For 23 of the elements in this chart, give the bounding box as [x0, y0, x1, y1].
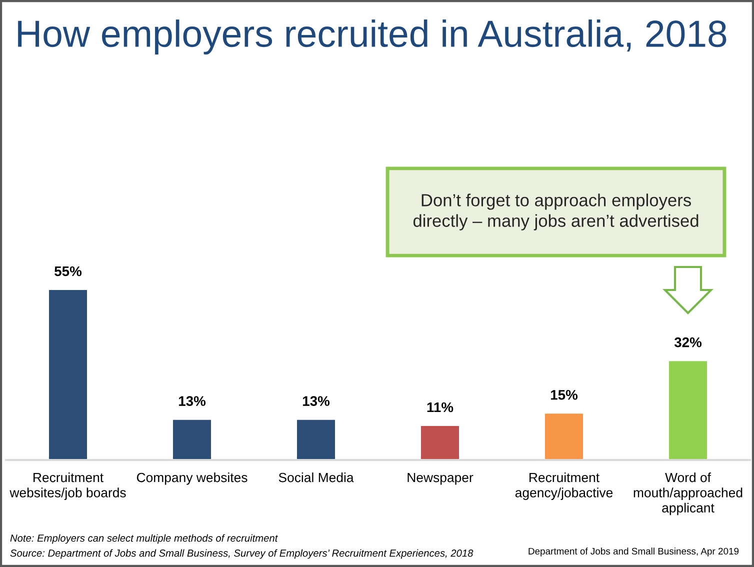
bar	[421, 426, 459, 460]
bar	[49, 290, 87, 460]
text: Department of Jobs and Small Business, Apr 2019	[528, 548, 739, 556]
data-label: 13%	[178, 396, 206, 406]
bar	[173, 420, 211, 460]
x-tick-label: Recruitment websites/job boards	[10, 472, 126, 500]
data-label: 32%	[674, 337, 702, 348]
x-tick-label: Newspaper	[408, 472, 474, 485]
chart-title: How employers recruited in Australia, 2018	[18, 20, 726, 54]
data-label: 11%	[427, 402, 454, 412]
text: Note: Employers can select multiple methods of recruitment	[10, 534, 278, 544]
bar	[297, 420, 335, 460]
x-tick-label: Recruitment agency/jobactive	[515, 472, 613, 500]
data-label: 15%	[550, 390, 578, 400]
source-note: Source: Department of Jobs and Small Business, Survey of Employers’ Recruitment Experiences, 2018	[10, 549, 474, 559]
text: Don’t forget to approach employers directly – many jobs aren’t advertised	[413, 194, 698, 230]
x-tick-label: Social Media	[278, 472, 354, 482]
bar	[545, 414, 583, 460]
data-label: 13%	[302, 396, 330, 406]
x-tick-label: Company websites	[136, 472, 248, 485]
data-label: 55%	[54, 266, 82, 276]
x-tick-label: Word of mouth/approached applicant	[634, 472, 742, 516]
bar	[669, 361, 707, 460]
